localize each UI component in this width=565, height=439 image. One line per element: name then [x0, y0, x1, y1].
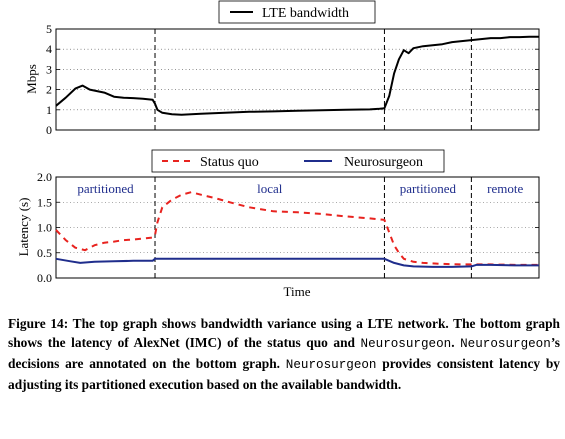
latency-x-axis-label: Time: [284, 284, 311, 299]
latency-phase-annotations: partitioned local partitioned remote: [77, 181, 523, 196]
latency-series: [55, 191, 539, 268]
latency-series-line-status-quo: [55, 191, 539, 266]
latency-phase-annotation: partitioned: [77, 181, 134, 196]
latency-legend-label-neurosurgeon: Neurosurgeon: [344, 155, 423, 170]
bandwidth-plot-frame: [55, 28, 540, 131]
bandwidth-gridlines: [56, 48, 539, 111]
latency-phase-annotation: remote: [487, 181, 523, 196]
latency-phase-annotation: local: [257, 181, 283, 196]
figure-caption: Figure 14: The top graph shows bandwidth…: [8, 314, 560, 394]
bandwidth-y-ticks: 0 1 2 3 4 5: [46, 22, 539, 137]
latency-y-tick-label: 0.0: [37, 271, 52, 285]
bandwidth-legend-box: [218, 0, 376, 24]
latency-series-line-neurosurgeon: [55, 257, 539, 268]
caption-text: ’s decisions are annotated on the bottom…: [8, 335, 560, 371]
latency-y-tick-label: 1.5: [37, 195, 52, 209]
bandwidth-legend-label: LTE bandwidth: [262, 6, 349, 21]
latency-y-tick-label: 1.0: [37, 221, 52, 235]
latency-phase-annotation: partitioned: [400, 181, 457, 196]
bandwidth-y-tick-label: 4: [46, 42, 52, 56]
caption-code-term: Neurosurgeon: [460, 337, 551, 351]
latency-chart: 0.00.51.01.52.0 partitioned local partitio…: [16, 149, 540, 299]
caption-text: provides consistent latency by adjusting…: [8, 356, 560, 392]
latency-y-ticks: 0.0 0.5 1.0 1.5 2.0: [37, 170, 539, 285]
bandwidth-chart: 0 1 2 3 4 5 Mbps LTE bandwidth: [24, 0, 540, 137]
bandwidth-series-line-lte-bandwidth: [55, 35, 539, 116]
bandwidth-y-tick-label: 0: [46, 123, 52, 137]
bandwidth-y-tick-label: 5: [46, 22, 52, 36]
latency-y-tick-label: 0.5: [37, 246, 52, 260]
bandwidth-y-axis-label: Mbps: [24, 64, 39, 94]
bandwidth-y-tick-label: 2: [46, 83, 52, 97]
bandwidth-y-tick-label: 1: [46, 103, 52, 117]
latency-y-tick-label: 2.0: [37, 170, 52, 184]
bandwidth-legend: LTE bandwidth: [218, 0, 376, 24]
latency-legend: Status quo Neurosurgeon: [151, 149, 445, 173]
caption-text: Figure 14: The top graph shows bandwidth…: [8, 316, 560, 350]
caption-code-term: Neurosurgeon: [285, 358, 377, 372]
latency-legend-label-status-quo: Status quo: [200, 155, 259, 170]
latency-legend-box: [151, 149, 445, 173]
latency-phase-boundaries: [154, 177, 472, 278]
latency-y-axis-label: Latency (s): [16, 198, 31, 257]
bandwidth-phase-boundaries: [154, 29, 472, 130]
latency-gridlines: [56, 201, 539, 254]
caption-text: .: [451, 335, 461, 350]
bandwidth-series: [55, 35, 539, 116]
figure: 0 1 2 3 4 5 Mbps LTE bandwidth 0.0 0.5 1.0 1.5 2.…: [16, 0, 540, 299]
bandwidth-y-tick-label: 3: [46, 62, 52, 76]
caption-code-term: Neurosurgeon: [360, 337, 452, 351]
